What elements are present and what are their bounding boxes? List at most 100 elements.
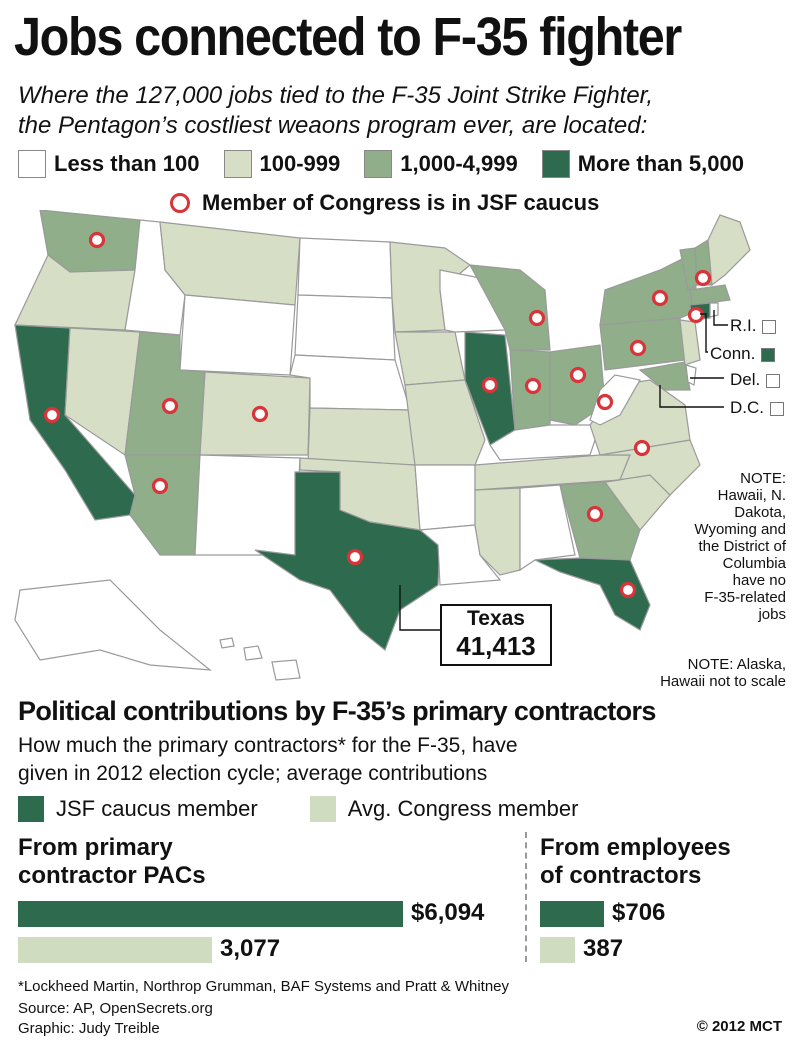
small-state-conn-swatch: [761, 347, 776, 362]
note-line: Dakota,: [734, 504, 786, 521]
pac-bar-avg: [18, 937, 212, 963]
state-west-virginia: [589, 374, 641, 426]
texas-callout-leader: [399, 585, 440, 631]
legend-label-less-than-100: Less than 100: [54, 151, 200, 176]
pac-bar-avg-label: 3,077: [220, 935, 281, 962]
pac-heading-line-1: From primary: [18, 834, 173, 861]
note-line: NOTE:: [740, 470, 786, 487]
state-missouri: [404, 379, 486, 466]
caucus-markers: [43, 231, 712, 599]
caucus-marker-north-carolina: [633, 439, 651, 457]
state-south-dakota: [294, 294, 396, 361]
small-state-ri-label: R.I.: [730, 316, 757, 335]
caucus-marker-arizona: [151, 477, 169, 495]
bar-legend: JSF caucus member Avg. Congress member: [18, 796, 578, 822]
state-alaska: [14, 579, 212, 671]
state-arkansas: [414, 464, 476, 531]
state-maine: [707, 214, 751, 287]
note-line: jobs: [758, 606, 786, 623]
state-wyoming: [179, 294, 296, 376]
texas-callout: Texas 41,413: [440, 604, 552, 666]
employees-bar-caucus-label: $706: [612, 899, 666, 926]
texas-callout-name: Texas: [467, 607, 525, 630]
note-line: NOTE: Alaska,: [687, 656, 786, 673]
note-line: Columbia: [722, 555, 786, 572]
caucus-marker-west-virginia: [596, 393, 614, 411]
state-new-mexico: [194, 454, 301, 556]
legend-swatch-1000-4999: [364, 150, 393, 178]
state-north-dakota: [297, 237, 393, 299]
note-line: Wyoming and: [694, 521, 786, 538]
caucus-marker-pennsylvania: [629, 339, 647, 357]
caucus-marker-new-hampshire: [694, 269, 712, 287]
small-state-dc-swatch: [770, 401, 784, 416]
legend-label-100-999: 100-999: [259, 151, 341, 176]
caucus-marker-icon: [170, 193, 190, 213]
employees-bar-avg-label: 387: [583, 935, 624, 962]
small-state-conn-label: Conn.: [710, 344, 756, 363]
legend-label-more-than-5000: More than 5,000: [577, 151, 744, 176]
state-kentucky: [489, 424, 601, 461]
caucus-marker-texas: [346, 548, 364, 566]
caucus-marker-utah: [161, 397, 179, 415]
small-state-ri: R.I.: [730, 316, 777, 336]
caucus-legend-label: Member of Congress is in JSF caucus: [202, 190, 600, 215]
small-state-ri-swatch: [762, 319, 777, 334]
employees-bar-caucus: [540, 901, 604, 927]
caucus-marker-connecticut: [687, 306, 705, 324]
note-line: Hawaii not to scale: [660, 673, 786, 690]
note-not-to-scale: NOTE: Alaska, Hawaii not to scale: [616, 656, 786, 690]
state-arizona: [124, 454, 201, 556]
bar-legend-swatch-avg: [309, 796, 336, 822]
caucus-marker-florida: [619, 581, 637, 599]
bar-legend-label-caucus: JSF caucus member: [56, 796, 258, 821]
subtitle-line-1: Where the 127,000 jobs tied to the F-35 …: [18, 82, 654, 109]
employees-heading-line-1: From employees: [540, 834, 731, 861]
state-michigan: [468, 264, 551, 351]
state-florida: [534, 557, 651, 631]
small-state-conn: Conn.: [710, 344, 776, 364]
state-massachusetts: [689, 284, 731, 306]
caucus-marker-colorado: [251, 405, 269, 423]
credit: Graphic: Judy Treible: [18, 1020, 160, 1037]
employees-heading-line-2: of contractors: [540, 862, 702, 889]
jobs-legend: Less than 100 100-999 1,000-4,999 More t…: [18, 150, 744, 178]
state-alabama: [519, 484, 576, 572]
us-jobs-map: [14, 210, 751, 681]
column-divider: [525, 832, 527, 962]
state-maryland: [638, 361, 691, 391]
caucus-legend: Member of Congress is in JSF caucus: [170, 190, 599, 216]
state-texas: [254, 471, 441, 651]
legend-swatch-less-than-100: [18, 150, 46, 178]
pac-bar-caucus-label: $6,094: [411, 899, 485, 926]
caucus-marker-illinois: [481, 376, 499, 394]
caucus-marker-new-york: [651, 289, 669, 307]
subtitle-line-2: the Pentagon’s costliest weaons program …: [18, 112, 648, 139]
caucus-marker-ohio: [569, 366, 587, 384]
state-north-carolina: [599, 439, 701, 496]
caucus-marker-michigan: [528, 309, 546, 327]
note-line: the District of: [698, 538, 786, 555]
legend-swatch-more-than-5000: [541, 150, 570, 178]
state-georgia: [559, 481, 641, 561]
caucus-marker-washington: [88, 231, 106, 249]
caucus-marker-california: [43, 406, 61, 424]
note-line: have no: [732, 572, 786, 589]
small-state-del: Del.: [730, 370, 781, 390]
employees-heading: From employees of contractors: [540, 834, 731, 890]
state-kansas: [307, 407, 416, 466]
caucus-marker-indiana: [524, 377, 542, 395]
small-state-del-swatch: [766, 373, 781, 388]
legend-swatch-100-999: [223, 150, 252, 178]
bar-legend-label-avg: Avg. Congress member: [347, 796, 579, 821]
small-state-leaders: [659, 310, 728, 408]
contrib-desc-line-2: given in 2012 election cycle; average co…: [18, 762, 488, 785]
note-no-jobs: NOTE: Hawaii, N. Dakota, Wyoming and the…: [656, 470, 786, 623]
contrib-title: Political contributions by F-35’s primar…: [18, 696, 656, 726]
note-line: F-35-related: [704, 589, 786, 606]
pac-bar-caucus: [18, 901, 403, 927]
state-iowa: [394, 331, 466, 386]
texas-callout-value: 41,413: [456, 631, 536, 661]
state-new-jersey: [679, 319, 701, 366]
pac-heading: From primary contractor PACs: [18, 834, 206, 890]
